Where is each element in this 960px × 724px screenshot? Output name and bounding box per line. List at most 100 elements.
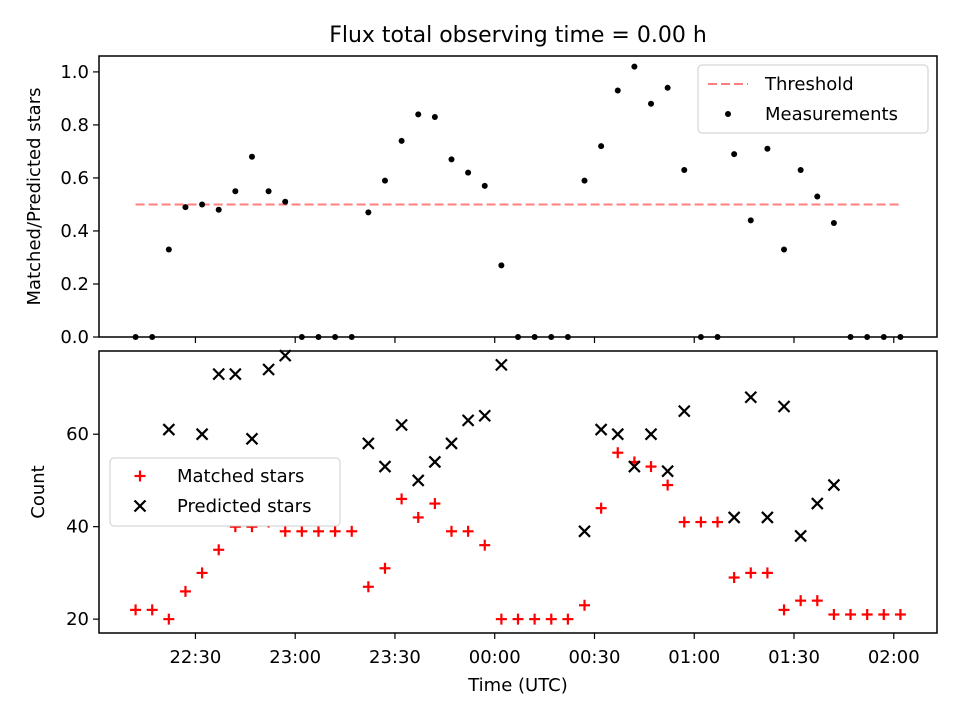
matched-star-point: [595, 502, 607, 514]
matched-star-point: [728, 572, 740, 584]
matched-star-point: [878, 609, 890, 621]
measurement-point: [315, 334, 322, 340]
matched-star-point: [562, 613, 574, 625]
cross-b: [777, 400, 791, 413]
measurement-point: [232, 188, 239, 195]
count-y-axis: 20 40 60: [66, 424, 99, 630]
predicted-star-point: [362, 437, 375, 450]
measurement-point: [731, 151, 738, 158]
cross-b: [761, 511, 774, 524]
chart-title: Flux total observing time = 0.00 h: [329, 23, 707, 48]
legend-predicted-swatch: [133, 499, 147, 513]
legend-matched-label: Matched stars: [177, 466, 304, 487]
cross-b: [262, 363, 275, 376]
x-tick-label: 02:00: [868, 647, 920, 668]
measurement-point: [149, 334, 156, 340]
cross-b: [362, 437, 375, 450]
predicted-star-point: [411, 474, 425, 487]
predicted-star-point: [677, 404, 691, 418]
measurement-point: [132, 334, 139, 340]
measurement-point: [215, 206, 222, 213]
legend-plus-marker: [134, 470, 146, 482]
matched-star-point: [745, 567, 757, 579]
matched-star-point: [312, 525, 324, 537]
predicted-star-point: [445, 437, 458, 450]
y-tick-label: 40: [66, 517, 89, 538]
matched-star-point: [396, 493, 408, 505]
matched-star-point: [612, 447, 624, 459]
predicted-star-point: [777, 400, 791, 413]
measurement-point: [182, 204, 189, 211]
measurement-point: [648, 100, 655, 107]
measurement-point: [415, 111, 422, 118]
count-legend: Matched stars Predicted stars: [109, 457, 341, 527]
measurement-point: [764, 145, 771, 152]
measurement-point: [365, 209, 372, 216]
legend-matched-swatch: [134, 470, 146, 482]
predicted-star-point: [644, 427, 658, 441]
matched-star-point: [811, 595, 823, 607]
cross-b: [411, 474, 425, 487]
legend-measurements-label: Measurements: [765, 104, 898, 125]
cross-b: [744, 390, 758, 404]
cross-b: [278, 349, 292, 362]
matched-star-point: [196, 567, 208, 579]
measurement-point: [548, 334, 555, 340]
count-legend-box: [109, 457, 341, 527]
predicted-star-point: [461, 414, 475, 427]
predicted-star-point: [761, 511, 774, 524]
legend-measurements-swatch: [725, 111, 731, 117]
x-tick-label: 01:00: [668, 647, 720, 668]
measurement-point: [248, 153, 255, 160]
matched-star-point: [778, 604, 790, 616]
predicted-stars-points: [162, 349, 841, 543]
measurement-point: [697, 334, 704, 340]
ratio-x-axis: [194, 337, 895, 343]
cross-b: [677, 404, 691, 418]
measurement-point: [348, 334, 355, 340]
cross-b: [461, 414, 475, 427]
x-tick-label: 23:00: [269, 647, 321, 668]
y-tick-label: 0.8: [60, 115, 89, 136]
measurement-point: [664, 84, 671, 91]
matched-star-point: [845, 609, 857, 621]
matched-star-point: [512, 613, 524, 625]
count-panel: 20 40 60 22:30 23:00 23:30 00:00 00:30 01:00 01:…: [28, 349, 938, 696]
predicted-star-point: [794, 529, 807, 543]
y-tick-label: 0.4: [60, 221, 89, 242]
legend-predicted-label: Predicted stars: [177, 496, 311, 517]
measurement-point: [265, 188, 272, 195]
ratio-legend: Threshold Measurements: [697, 64, 929, 134]
cross-b: [212, 367, 225, 381]
ratio-legend-box: [697, 64, 929, 134]
predicted-star-point: [611, 427, 625, 441]
cross-b: [162, 423, 176, 436]
predicted-star-point: [478, 409, 492, 422]
matched-star-point: [828, 609, 840, 621]
cross-b: [811, 497, 824, 510]
cross-b: [478, 409, 492, 422]
matched-star-point: [445, 525, 457, 537]
cross-b: [133, 499, 147, 513]
measurement-point: [814, 193, 821, 200]
predicted-star-point: [162, 423, 176, 436]
count-panel-frame: [98, 350, 938, 634]
measurement-point: [431, 113, 438, 120]
ratio-y-axis: 0.0 0.2 0.4 0.6 0.8 1.0: [60, 62, 99, 348]
y-tick-label: 0.0: [60, 327, 89, 348]
matched-star-point: [279, 525, 291, 537]
cross-b: [794, 529, 807, 543]
measurement-point: [681, 166, 688, 173]
matched-star-point: [462, 525, 474, 537]
measurement-point: [614, 87, 621, 94]
predicted-star-point: [278, 349, 292, 362]
x-tick-label: 00:00: [469, 647, 521, 668]
measurement-point: [864, 334, 871, 340]
cross-b: [195, 427, 209, 441]
matched-star-point: [645, 461, 657, 473]
matched-star-point: [545, 613, 557, 625]
measurement-point: [282, 198, 289, 205]
matched-star-point: [712, 516, 724, 528]
measurement-point: [781, 246, 788, 253]
matched-star-point: [329, 525, 341, 537]
